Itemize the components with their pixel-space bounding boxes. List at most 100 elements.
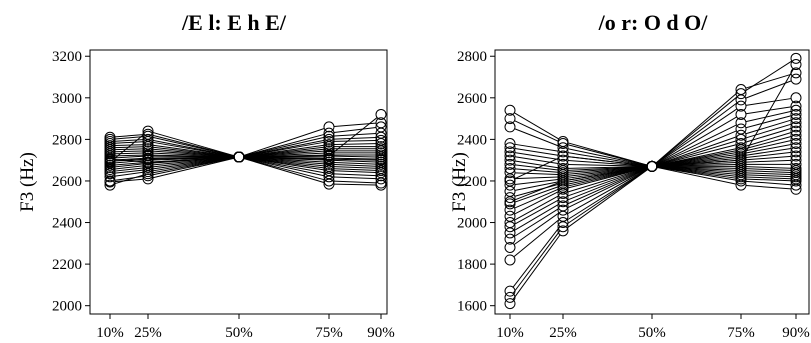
data-point (735, 94, 747, 106)
data-point (557, 154, 569, 166)
x-tick-label: 50% (638, 325, 666, 341)
series-line (243, 133, 325, 157)
series-line (114, 152, 144, 155)
data-point (735, 142, 747, 154)
series-line (567, 142, 648, 166)
series-line (514, 164, 559, 171)
series-line (745, 143, 792, 154)
series-line (745, 174, 792, 178)
series-line (333, 180, 377, 184)
data-point (790, 129, 802, 141)
series-line (514, 160, 559, 169)
series-line (745, 176, 792, 180)
series-line (114, 171, 144, 177)
data-point (375, 134, 387, 146)
series-line (655, 102, 738, 164)
series-line (114, 169, 144, 174)
data-point (504, 113, 516, 125)
data-point (557, 142, 569, 154)
data-point (790, 154, 802, 166)
series-line (745, 110, 792, 123)
data-point (504, 298, 516, 310)
series-line (567, 167, 648, 201)
series-line (745, 178, 792, 182)
series-line (513, 212, 560, 246)
data-point (323, 121, 335, 133)
series-line (567, 168, 648, 209)
data-point (735, 108, 747, 120)
series-line (514, 178, 559, 186)
data-point (557, 162, 569, 174)
series-line (333, 176, 377, 180)
data-point (142, 173, 154, 185)
data-point (504, 162, 516, 174)
x-tick-label: 75% (727, 325, 755, 341)
data-point (142, 128, 154, 140)
data-point (375, 179, 387, 191)
data-point (323, 127, 335, 139)
series-line (514, 203, 559, 231)
series-line (114, 144, 144, 146)
data-point (504, 291, 516, 303)
series-lines (512, 60, 794, 300)
data-point (504, 241, 516, 253)
series-line (655, 108, 738, 165)
series-line (656, 130, 737, 165)
series-line (114, 154, 144, 157)
series-line (243, 157, 325, 174)
series-line (656, 116, 737, 165)
data-point (375, 170, 387, 182)
series-line (567, 167, 648, 197)
series-line (745, 119, 792, 135)
y-tick-label: 3000 (52, 91, 82, 107)
series-line (745, 180, 792, 186)
series-line (743, 68, 794, 157)
data-point (557, 150, 569, 162)
series-line (514, 181, 559, 191)
y-ticks: 1600 1800 2000 2200 2400 2600 2800 (457, 49, 495, 315)
y-tick-label: 2200 (457, 174, 487, 190)
data-point (646, 160, 658, 172)
series-line (566, 168, 649, 225)
series-line (566, 168, 649, 229)
series-line (514, 168, 559, 173)
data-point (142, 125, 154, 137)
series-line (514, 152, 559, 160)
data-point (504, 198, 516, 210)
data-point (375, 141, 387, 153)
y-tick-label: 2800 (457, 49, 487, 65)
data-point (104, 171, 116, 183)
series-line (514, 128, 559, 147)
series-line (656, 124, 737, 165)
series-line (152, 139, 235, 157)
data-point (790, 150, 802, 162)
series-line (567, 168, 648, 215)
data-point (790, 104, 802, 116)
series-points (104, 108, 387, 191)
data-point (557, 196, 569, 208)
data-point (504, 185, 516, 197)
data-point (735, 129, 747, 141)
data-point (790, 92, 802, 104)
y-tick-label: 2800 (52, 132, 82, 148)
series-line (745, 127, 792, 143)
series-line (333, 127, 377, 134)
series-line (745, 115, 792, 129)
series-line (514, 195, 559, 221)
data-point (504, 121, 516, 133)
series-line (243, 157, 325, 177)
data-point (504, 154, 516, 166)
data-point (735, 117, 747, 129)
data-point (104, 153, 116, 165)
series-line (114, 162, 144, 166)
series-line (656, 166, 737, 185)
series-line (333, 161, 377, 165)
data-point (735, 100, 747, 112)
chart-left: /E l: E h E/ F3 (Hz) 2000 2200 2400 2600 280… (17, 10, 395, 341)
series-line (514, 120, 559, 142)
x-ticks: 10% 25% 50% 75% 90% (496, 314, 810, 341)
data-point (790, 113, 802, 125)
data-point (504, 179, 516, 191)
series-line (512, 234, 561, 300)
